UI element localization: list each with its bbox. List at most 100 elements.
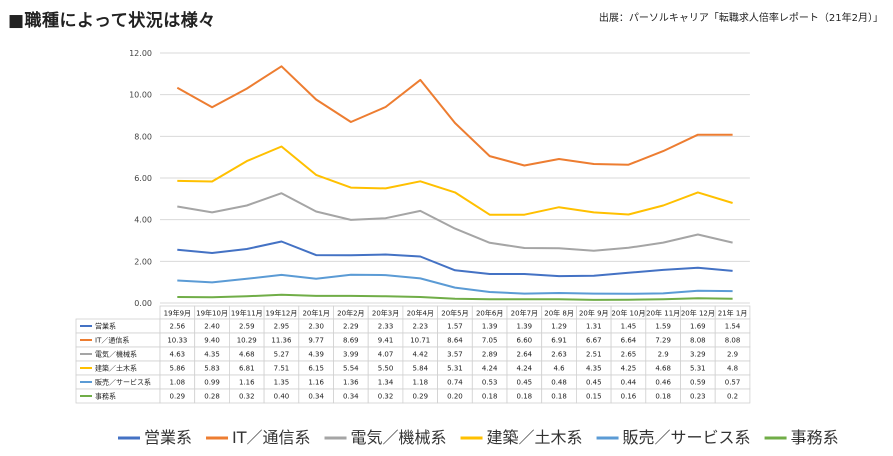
- data-label: 0.46: [655, 379, 671, 387]
- data-label: 0.2: [727, 393, 738, 401]
- table-series-name: IT／通信系: [95, 336, 129, 345]
- data-label: 9.41: [378, 337, 394, 345]
- data-label: 2.30: [308, 323, 324, 331]
- data-label: 0.99: [204, 379, 220, 387]
- data-label: 2.56: [170, 323, 186, 331]
- data-label: 6.67: [586, 337, 602, 345]
- data-label: 0.32: [239, 393, 255, 401]
- data-label: 0.28: [204, 393, 220, 401]
- series-line: [176, 65, 733, 167]
- data-label: 0.48: [551, 379, 567, 387]
- data-label: 0.45: [586, 379, 602, 387]
- data-label: 0.40: [274, 393, 290, 401]
- data-label: 3.29: [690, 351, 706, 359]
- x-tick-label: 19年9月: [164, 309, 191, 318]
- data-label: 1.08: [170, 379, 186, 387]
- data-label: 2.89: [482, 351, 498, 359]
- data-label: 4.68: [239, 351, 255, 359]
- data-label: 1.34: [378, 379, 394, 387]
- data-label: 1.31: [586, 323, 602, 331]
- data-label: 2.40: [204, 323, 220, 331]
- data-label: 5.84: [412, 365, 428, 373]
- data-label: 8.64: [447, 337, 463, 345]
- y-tick-label: 4.00: [134, 216, 152, 225]
- table-series-name: 販売／サービス系: [95, 378, 151, 387]
- data-label: 4.35: [586, 365, 602, 373]
- data-label: 4.07: [378, 351, 394, 359]
- data-label: 0.29: [412, 393, 428, 401]
- data-label: 2.23: [412, 323, 428, 331]
- data-label: 4.8: [727, 365, 738, 373]
- data-label: 5.31: [447, 365, 463, 373]
- gridlines: [160, 52, 750, 304]
- data-label: 0.29: [170, 393, 186, 401]
- data-label: 0.15: [586, 393, 602, 401]
- data-label: 1.16: [239, 379, 255, 387]
- data-label: 3.99: [343, 351, 359, 359]
- y-tick-label: 0.00: [134, 299, 152, 308]
- data-label: 0.57: [725, 379, 741, 387]
- data-label: 2.63: [551, 351, 567, 359]
- data-label: 1.45: [621, 323, 637, 331]
- x-tick-label: 20年5月: [441, 309, 468, 318]
- table-series-name: 営業系: [95, 322, 116, 331]
- data-label: 1.57: [447, 323, 463, 331]
- data-label: 0.16: [621, 393, 637, 401]
- x-tick-label: 20年1月: [302, 309, 329, 318]
- data-label: 0.44: [621, 379, 637, 387]
- data-label: 1.69: [690, 323, 706, 331]
- data-label: 2.9: [727, 351, 738, 359]
- data-label: 0.34: [308, 393, 324, 401]
- series-lines: [176, 65, 733, 301]
- legend-label: 電気／機械系: [351, 428, 447, 447]
- data-label: 0.18: [517, 393, 533, 401]
- data-label: 1.54: [725, 323, 741, 331]
- data-label: 4.39: [308, 351, 324, 359]
- x-tick-label: 19年12月: [266, 309, 298, 318]
- data-label: 4.63: [170, 351, 186, 359]
- data-label: 2.65: [621, 351, 637, 359]
- data-label: 4.24: [517, 365, 533, 373]
- data-label: 4.35: [204, 351, 220, 359]
- data-label: 1.36: [343, 379, 359, 387]
- data-label: 6.60: [517, 337, 533, 345]
- data-label: 5.54: [343, 365, 359, 373]
- y-tick-label: 2.00: [134, 257, 152, 266]
- x-tick-label: 20年6月: [476, 309, 503, 318]
- legend-label: IT／通信系: [232, 428, 311, 447]
- data-label: 1.39: [482, 323, 498, 331]
- data-label: 4.68: [655, 365, 671, 373]
- x-tick-label: 20年 8月: [544, 309, 574, 318]
- data-label: 0.18: [482, 393, 498, 401]
- data-label: 4.24: [482, 365, 498, 373]
- y-tick-label: 6.00: [134, 174, 152, 183]
- x-tick-label: 20年2月: [337, 309, 364, 318]
- x-tick-label: 19年11月: [231, 309, 263, 318]
- x-tick-label: 20年 10月: [611, 309, 645, 318]
- source-note: 出展：パーソルキャリア「転職求人倍率レポート（21年2月）」: [598, 13, 883, 24]
- y-tick-label: 10.00: [129, 91, 152, 100]
- legend-label: 営業系: [144, 428, 192, 447]
- data-label: 0.45: [517, 379, 533, 387]
- data-label: 2.95: [274, 323, 290, 331]
- data-label: 5.50: [378, 365, 394, 373]
- data-label: 3.57: [447, 351, 463, 359]
- data-label: 11.36: [271, 337, 292, 345]
- data-label: 8.08: [725, 337, 741, 345]
- data-label: 10.71: [410, 337, 430, 345]
- data-label: 0.59: [690, 379, 706, 387]
- data-label: 2.59: [239, 323, 255, 331]
- data-label: 0.34: [343, 393, 359, 401]
- data-label: 8.69: [343, 337, 359, 345]
- data-label: 1.16: [308, 379, 324, 387]
- data-label: 6.81: [239, 365, 255, 373]
- data-label: 0.23: [690, 393, 706, 401]
- legend-label: 販売／サービス系: [623, 428, 751, 447]
- x-tick-label: 20年 12月: [681, 309, 715, 318]
- page-title: ■職種によって状況は様々: [8, 11, 216, 31]
- x-tick-label: 21年 1月: [718, 309, 748, 318]
- data-label: 4.42: [412, 351, 428, 359]
- table-series-name: 電気／機械系: [95, 350, 137, 359]
- series-line: [177, 192, 733, 252]
